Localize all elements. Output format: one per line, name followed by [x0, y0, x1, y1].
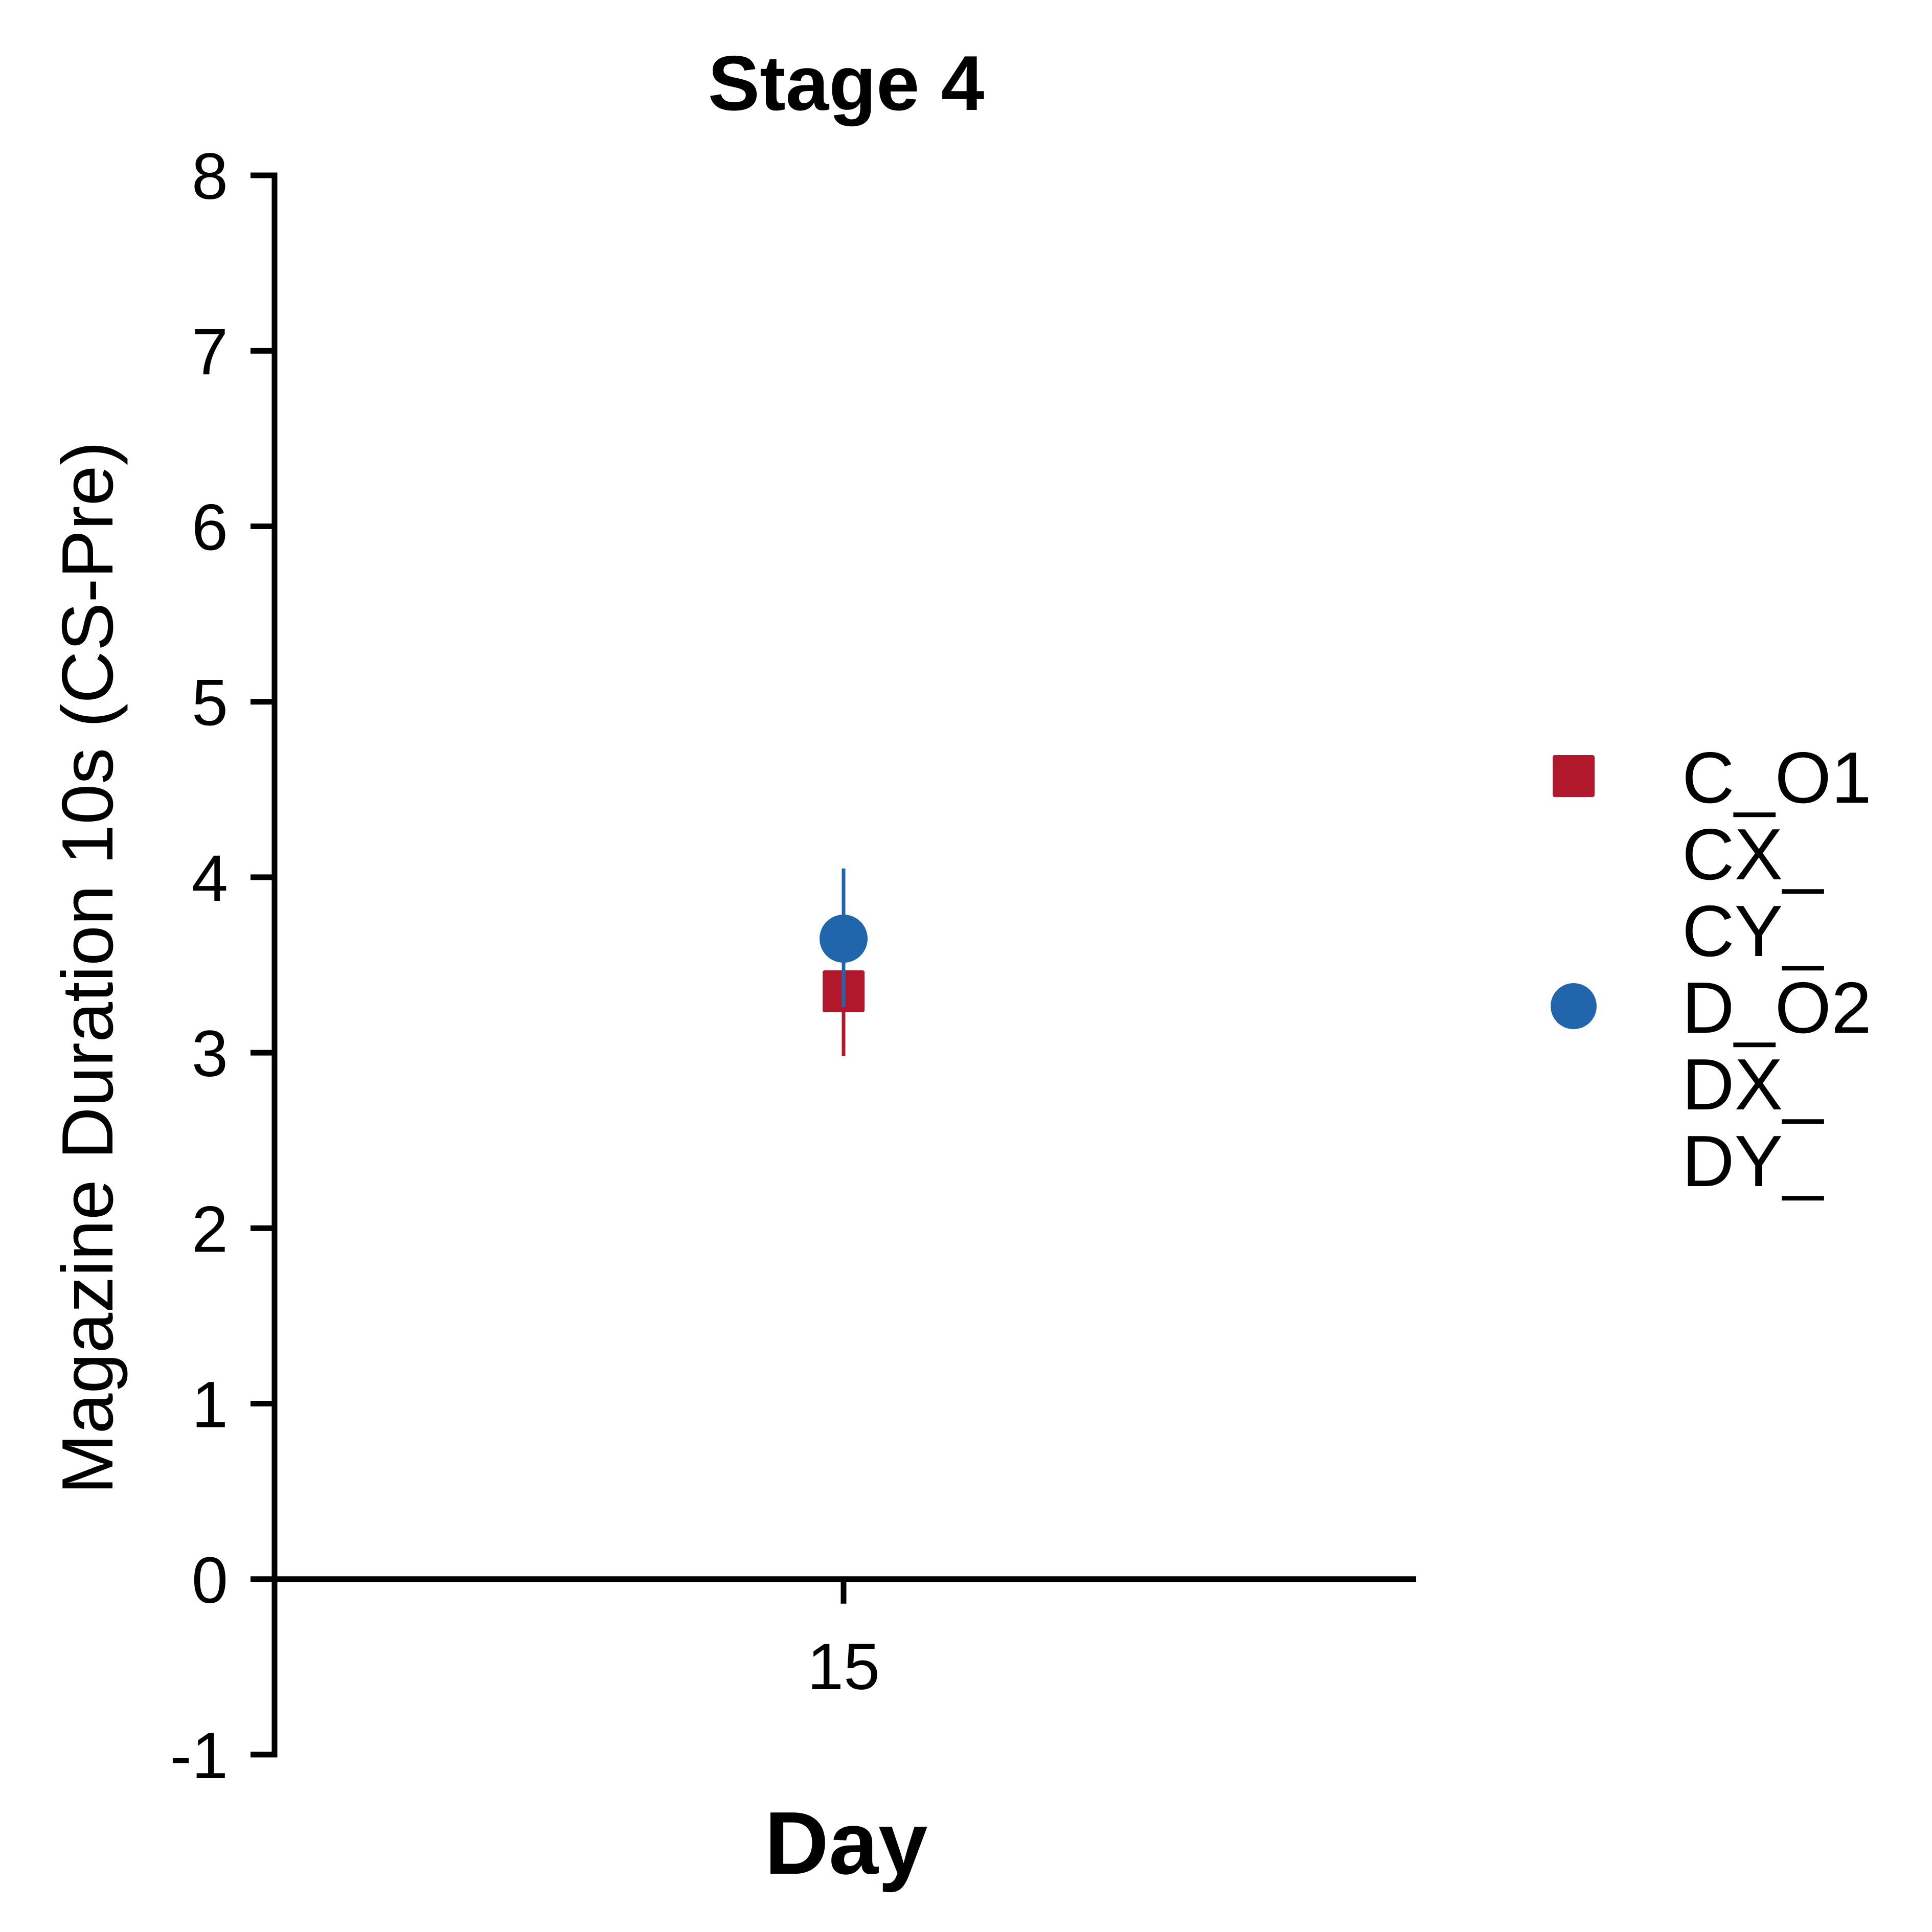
- legend-label: DX_: [1682, 1044, 1824, 1125]
- y-tick-label: 7: [192, 315, 228, 389]
- y-tick-label: 0: [192, 1544, 228, 1617]
- point-d-o2: [820, 915, 868, 963]
- legend-label: D_O2: [1682, 967, 1872, 1049]
- legend-key-d-o2: [1551, 983, 1597, 1029]
- y-tick-label: 3: [192, 1017, 228, 1090]
- legend-key-c-o1: [1553, 755, 1595, 797]
- x-axis-label: Day: [764, 1793, 927, 1893]
- y-tick-label: 2: [192, 1193, 228, 1266]
- y-tick-label: -1: [170, 1719, 228, 1792]
- legend-label: CX_: [1682, 814, 1824, 895]
- x-tick-label: 15: [807, 1630, 880, 1703]
- legend-label: CY_: [1682, 891, 1824, 972]
- y-tick-label: 5: [192, 667, 228, 740]
- y-tick-label: 6: [192, 491, 228, 564]
- legend-label: DY_: [1682, 1121, 1824, 1202]
- y-tick-label: 8: [192, 140, 228, 213]
- axes-group: -1 0 1 2 3 4 5 6 7 8 15: [170, 140, 1416, 1792]
- chart-title: Stage 4: [708, 40, 985, 127]
- y-axis-label: Magazine Duration 10s (CS-Pre): [47, 441, 128, 1494]
- data-marks: [820, 868, 868, 1056]
- y-tick-label: 4: [192, 842, 228, 915]
- y-tick-label: 1: [192, 1369, 228, 1442]
- legend-label: C_O1: [1682, 737, 1872, 819]
